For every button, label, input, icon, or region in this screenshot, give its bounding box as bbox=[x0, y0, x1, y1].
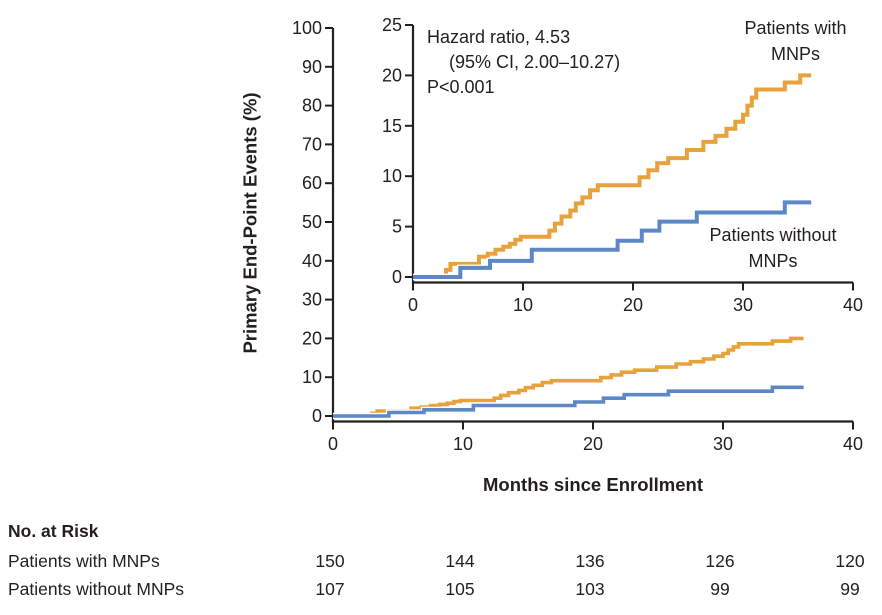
y-axis-title-wrap: Primary End-Point Events (%) bbox=[234, 28, 268, 418]
curve-label-with-line2: MNPs bbox=[771, 44, 820, 64]
risk-row-label-without: Patients without MNPs bbox=[8, 579, 185, 599]
risk-value: 103 bbox=[575, 579, 605, 599]
p-value-text: P<0.001 bbox=[427, 77, 495, 97]
risk-value: 107 bbox=[315, 579, 345, 599]
inset-x-tick-label: 30 bbox=[733, 295, 753, 315]
main-y-tick-label: 30 bbox=[302, 290, 322, 310]
no-at-risk-title: No. at Risk bbox=[8, 521, 99, 541]
main-x-tick-label: 0 bbox=[328, 434, 338, 454]
main-y-tick-label: 40 bbox=[302, 251, 322, 271]
main-y-tick-label: 80 bbox=[302, 96, 322, 116]
main-y-tick-label: 20 bbox=[302, 328, 322, 348]
main-y-tick-label: 50 bbox=[302, 212, 322, 232]
main-y-tick-label: 0 bbox=[312, 406, 322, 426]
inset-y-tick-label: 0 bbox=[392, 267, 402, 287]
inset-curve-without-mnps bbox=[413, 200, 812, 279]
ci-text: (95% CI, 2.00–10.27) bbox=[449, 52, 621, 72]
inset-x-tick-label: 0 bbox=[408, 295, 418, 315]
inset-x-tick-label: 20 bbox=[623, 295, 643, 315]
main-x-tick-label: 10 bbox=[453, 434, 473, 454]
main-x-tick-label: 40 bbox=[843, 434, 863, 454]
curve-label-with-line1: Patients with bbox=[744, 18, 847, 38]
risk-value: 126 bbox=[705, 551, 735, 571]
curve-label-without-line1: Patients without bbox=[709, 225, 837, 245]
risk-value: 150 bbox=[315, 551, 345, 571]
inset-x-tick-label: 10 bbox=[513, 295, 533, 315]
main-x-tick-label: 30 bbox=[713, 434, 733, 454]
risk-value: 99 bbox=[710, 579, 730, 599]
x-axis-title: Months since Enrollment bbox=[483, 474, 703, 495]
curve-label-without-line2: MNPs bbox=[748, 251, 798, 271]
main-x-tick-label: 20 bbox=[583, 434, 603, 454]
curve-label-without-mnps: Patients without MNPs bbox=[688, 222, 858, 274]
main-y-tick-label: 90 bbox=[302, 57, 322, 77]
risk-value: 99 bbox=[840, 579, 860, 599]
main-curve-with-mnps bbox=[333, 336, 804, 418]
inset-y-tick-label: 20 bbox=[382, 65, 402, 85]
y-axis-title: Primary End-Point Events (%) bbox=[240, 92, 262, 354]
inset-y-tick-label: 10 bbox=[382, 166, 402, 186]
inset-y-tick-label: 5 bbox=[392, 217, 402, 237]
risk-row-label-with: Patients with MNPs bbox=[8, 551, 160, 571]
inset-y-tick-label: 25 bbox=[382, 15, 402, 35]
risk-value: 105 bbox=[445, 579, 475, 599]
inset-curve-with-mnps bbox=[413, 73, 812, 279]
main-y-tick-label: 60 bbox=[302, 173, 322, 193]
inset-x-tick-label: 40 bbox=[843, 295, 863, 315]
main-y-tick-label: 100 bbox=[292, 18, 322, 38]
risk-value: 120 bbox=[835, 551, 865, 571]
main-y-tick-label: 10 bbox=[302, 367, 322, 387]
stats-annotation: Hazard ratio, 4.53 (95% CI, 2.00–10.27) … bbox=[427, 25, 620, 100]
risk-value: 144 bbox=[445, 551, 475, 571]
main-curve-without-mnps bbox=[333, 385, 804, 418]
main-y-tick-label: 70 bbox=[302, 134, 322, 154]
inset-y-tick-label: 15 bbox=[382, 116, 402, 136]
risk-value: 136 bbox=[575, 551, 605, 571]
curve-label-with-mnps: Patients with MNPs bbox=[718, 15, 873, 67]
hazard-ratio-text: Hazard ratio, 4.53 bbox=[427, 27, 571, 47]
